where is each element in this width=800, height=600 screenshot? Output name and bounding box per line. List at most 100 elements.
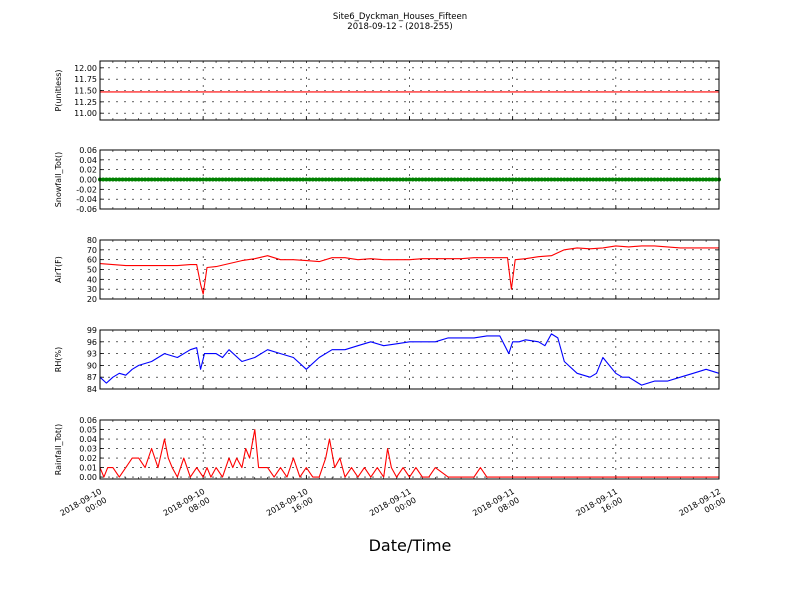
series-point-1 [107,177,112,182]
y-tick-label: 0.02 [79,166,97,175]
y-tick-label: 60 [87,256,97,265]
series-point-1 [391,177,396,182]
series-point-1 [294,177,299,182]
series-point-1 [639,177,644,182]
series-point-1 [510,177,515,182]
series-point-1 [565,177,570,182]
series-point-1 [707,177,712,182]
series-point-1 [101,177,106,182]
series-point-1 [278,177,283,182]
series-point-1 [629,177,634,182]
series-point-1 [658,177,663,182]
series-point-1 [410,177,415,182]
series-point-1 [668,177,673,182]
series-point-1 [633,177,638,182]
series-point-1 [268,177,273,182]
y-tick-label: -0.04 [76,195,97,204]
y-tick-label: 11.50 [74,87,97,96]
series-point-1 [368,177,373,182]
y-tick-label: 0.04 [79,156,97,165]
series-point-1 [355,177,360,182]
series-point-1 [488,177,493,182]
series-point-1 [110,177,115,182]
series-point-1 [468,177,473,182]
y-tick-label: -0.06 [76,205,97,214]
series-point-1 [156,177,161,182]
series-point-1 [259,177,264,182]
series-point-1 [194,177,199,182]
y-tick-label: 70 [87,246,97,255]
series-point-1 [691,177,696,182]
series-point-1 [555,177,560,182]
series-point-1 [623,177,628,182]
series-point-1 [455,177,460,182]
series-point-1 [549,177,554,182]
y-tick-label: 11.25 [74,98,97,107]
series-point-1 [359,177,364,182]
series-point-1 [504,177,509,182]
series-point-1 [384,177,389,182]
panel-frame [99,329,720,390]
series-point-1 [710,177,715,182]
series-point-1 [484,177,489,182]
series-point-1 [127,177,132,182]
series-point-1 [687,177,692,182]
series-point-1 [600,177,605,182]
series-point-1 [207,177,212,182]
series-point-1 [243,177,248,182]
series-point-1 [362,177,367,182]
series-point-1 [204,177,209,182]
panel-frame [99,149,720,210]
series-point-1 [123,177,128,182]
series-point-1 [226,177,231,182]
series-point-1 [471,177,476,182]
series-point-1 [375,177,380,182]
y-tick-label: 12.00 [74,64,97,73]
series-point-1 [430,177,435,182]
series-point-1 [284,177,289,182]
series-point-1 [459,177,464,182]
series-point-1 [481,177,486,182]
series-point-1 [642,177,647,182]
series-point-1 [317,177,322,182]
series-point-1 [523,177,528,182]
y-tick-label: 30 [87,285,97,294]
series-point-1 [314,177,319,182]
series-point-1 [288,177,293,182]
series-point-1 [578,177,583,182]
series-point-1 [575,177,580,182]
series-point-1 [197,177,202,182]
chart-title-line2: 2018-09-12 - (2018-255) [347,22,452,32]
series-point-1 [114,177,119,182]
series-point-1 [139,177,144,182]
series-point-1 [223,177,228,182]
series-point-1 [662,177,667,182]
series-point-1 [230,177,235,182]
series-point-1 [426,177,431,182]
series-point-1 [320,177,325,182]
series-point-1 [462,177,467,182]
y-tick-label: 11.75 [74,75,97,84]
panel-3: 84 87 90 93 96 99 RH(%) [54,326,720,394]
series-point-1 [168,177,173,182]
series-point-1 [272,177,277,182]
series-point-1 [552,177,557,182]
series-point-1 [255,177,260,182]
y-tick-label: 0.00 [79,473,97,482]
series-point-1 [420,177,425,182]
series-point-1 [262,177,267,182]
series-point-1 [149,177,154,182]
series-point-1 [136,177,141,182]
series-point-1 [681,177,686,182]
series-point-1 [436,177,441,182]
series-point-1 [439,177,444,182]
series-point-1 [655,177,660,182]
series-point-1 [675,177,680,182]
series-point-1 [442,177,447,182]
series-point-1 [130,177,135,182]
y-axis-label: RH(%) [54,347,63,372]
series-point-1 [252,177,257,182]
series-point-1 [339,177,344,182]
series-point-1 [607,177,612,182]
